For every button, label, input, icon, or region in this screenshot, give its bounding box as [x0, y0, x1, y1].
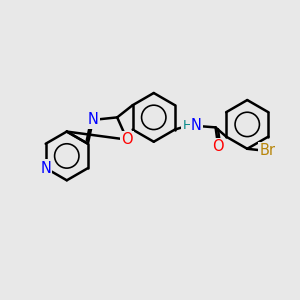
Text: N: N [88, 112, 98, 128]
Text: N: N [191, 118, 202, 134]
Text: H: H [182, 119, 192, 132]
Text: O: O [212, 139, 224, 154]
Text: N: N [40, 160, 51, 175]
Text: O: O [121, 132, 133, 147]
Text: Br: Br [259, 143, 275, 158]
